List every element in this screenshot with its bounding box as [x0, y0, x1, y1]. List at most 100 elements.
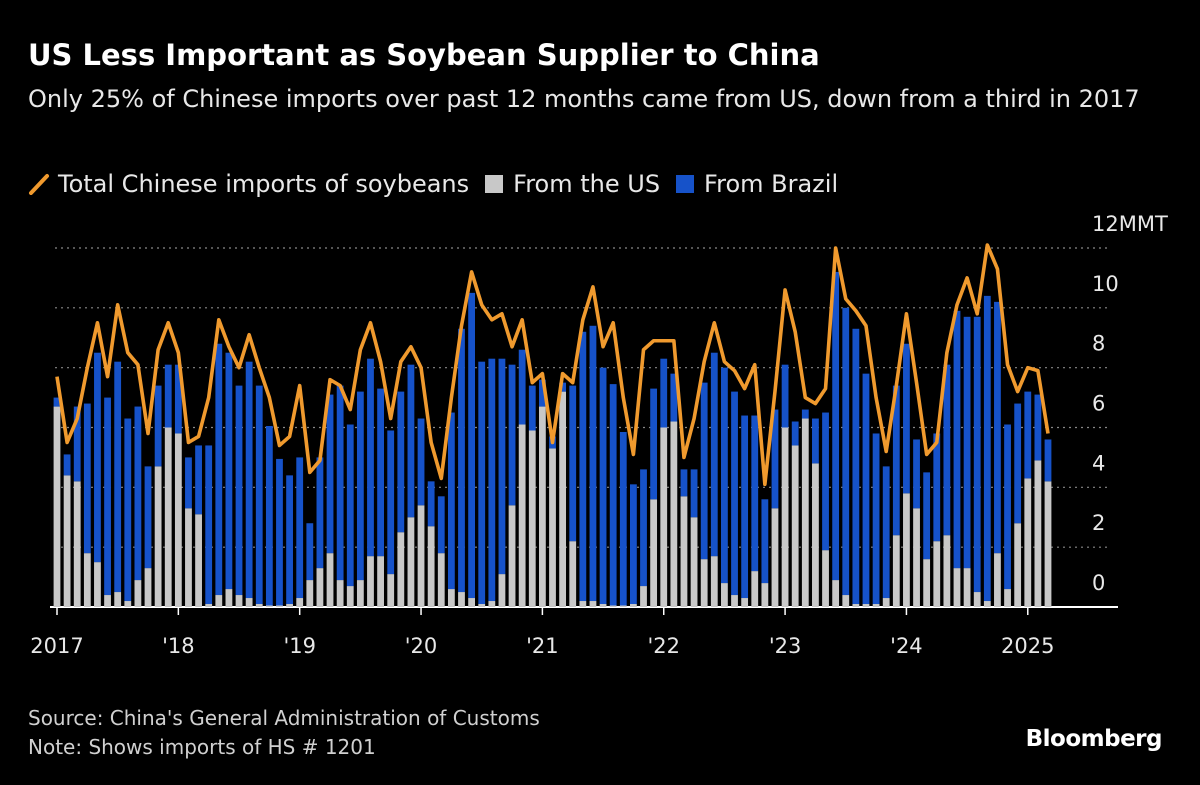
bar — [983, 295, 991, 602]
x-tick-label: '24 — [890, 634, 923, 658]
bar — [205, 445, 213, 605]
bar — [549, 448, 556, 607]
bar — [83, 553, 91, 607]
bar — [599, 367, 607, 605]
chart-title: US Less Important as Soybean Supplier to… — [28, 38, 820, 72]
legend-icon — [485, 175, 504, 193]
bar — [225, 352, 233, 590]
bar — [468, 292, 476, 599]
bar — [164, 427, 172, 607]
bar — [458, 592, 465, 607]
bar — [791, 445, 799, 607]
bar — [852, 328, 860, 605]
bar — [933, 433, 941, 542]
bar — [771, 508, 779, 607]
bar — [710, 352, 718, 557]
bar — [1024, 391, 1032, 479]
brand-logo: Bloomberg — [1025, 726, 1163, 752]
bar — [933, 541, 941, 607]
bar — [326, 553, 334, 607]
bar — [174, 364, 182, 434]
bar — [700, 382, 708, 560]
bar — [397, 391, 405, 533]
legend-icon — [29, 174, 49, 195]
bar — [994, 553, 1001, 607]
bar — [973, 592, 981, 607]
bar — [650, 499, 658, 607]
bar — [407, 364, 415, 518]
bar — [892, 535, 900, 607]
bar — [721, 367, 728, 584]
bar — [306, 523, 314, 581]
bar — [447, 412, 455, 590]
bar — [680, 469, 688, 497]
x-tick-label: '21 — [526, 634, 559, 658]
bar — [235, 595, 243, 607]
bar — [458, 328, 465, 593]
bar — [468, 598, 476, 607]
bar — [589, 325, 597, 602]
bar — [761, 583, 769, 607]
bar — [124, 601, 132, 607]
bar — [670, 373, 678, 422]
bar — [579, 601, 587, 607]
bar — [599, 604, 607, 607]
bar — [994, 301, 1001, 554]
bar — [326, 394, 334, 554]
bar — [852, 604, 860, 607]
bar — [296, 598, 304, 607]
bar — [528, 385, 536, 431]
bar — [53, 406, 61, 607]
bar — [822, 550, 829, 607]
bar — [225, 589, 233, 607]
bar — [569, 541, 577, 607]
bar — [559, 382, 567, 392]
bar — [953, 568, 961, 607]
bar — [983, 601, 991, 607]
source: Source: China's General Administration o… — [28, 706, 540, 730]
bar — [781, 427, 789, 607]
bar — [367, 358, 374, 557]
legend-swatch — [676, 175, 695, 193]
bar — [73, 481, 81, 607]
bar — [670, 421, 678, 607]
bar — [1014, 403, 1022, 524]
bar — [1004, 589, 1011, 607]
bar — [164, 364, 172, 428]
bar — [367, 556, 374, 607]
bar — [114, 361, 122, 593]
bar — [832, 271, 840, 581]
bar — [255, 604, 263, 607]
bar — [245, 361, 253, 599]
bar — [104, 397, 111, 596]
bar — [882, 466, 890, 599]
bar — [791, 421, 799, 446]
bar — [134, 406, 142, 581]
y-tick-label: 2 — [1092, 511, 1105, 535]
bar — [53, 397, 61, 407]
bar — [842, 307, 850, 596]
bar — [680, 496, 688, 607]
y-tick-label: 0 — [1092, 571, 1105, 595]
bar — [559, 391, 567, 607]
bar — [569, 385, 577, 542]
bar — [73, 406, 81, 482]
bar — [538, 379, 546, 407]
line — [55, 243, 1050, 487]
bar — [903, 343, 910, 494]
legend-line-icon — [29, 174, 49, 195]
bar — [771, 409, 779, 509]
bar — [417, 505, 425, 607]
bar — [751, 415, 759, 572]
bar — [124, 418, 132, 602]
bar — [832, 580, 840, 607]
bar — [336, 580, 344, 607]
bar — [690, 469, 698, 518]
bar — [923, 559, 931, 607]
y-tick-label: 4 — [1092, 451, 1105, 475]
bar — [640, 469, 647, 587]
bar — [609, 605, 617, 607]
bar — [427, 481, 435, 527]
bar — [862, 373, 870, 605]
bar — [629, 484, 637, 605]
